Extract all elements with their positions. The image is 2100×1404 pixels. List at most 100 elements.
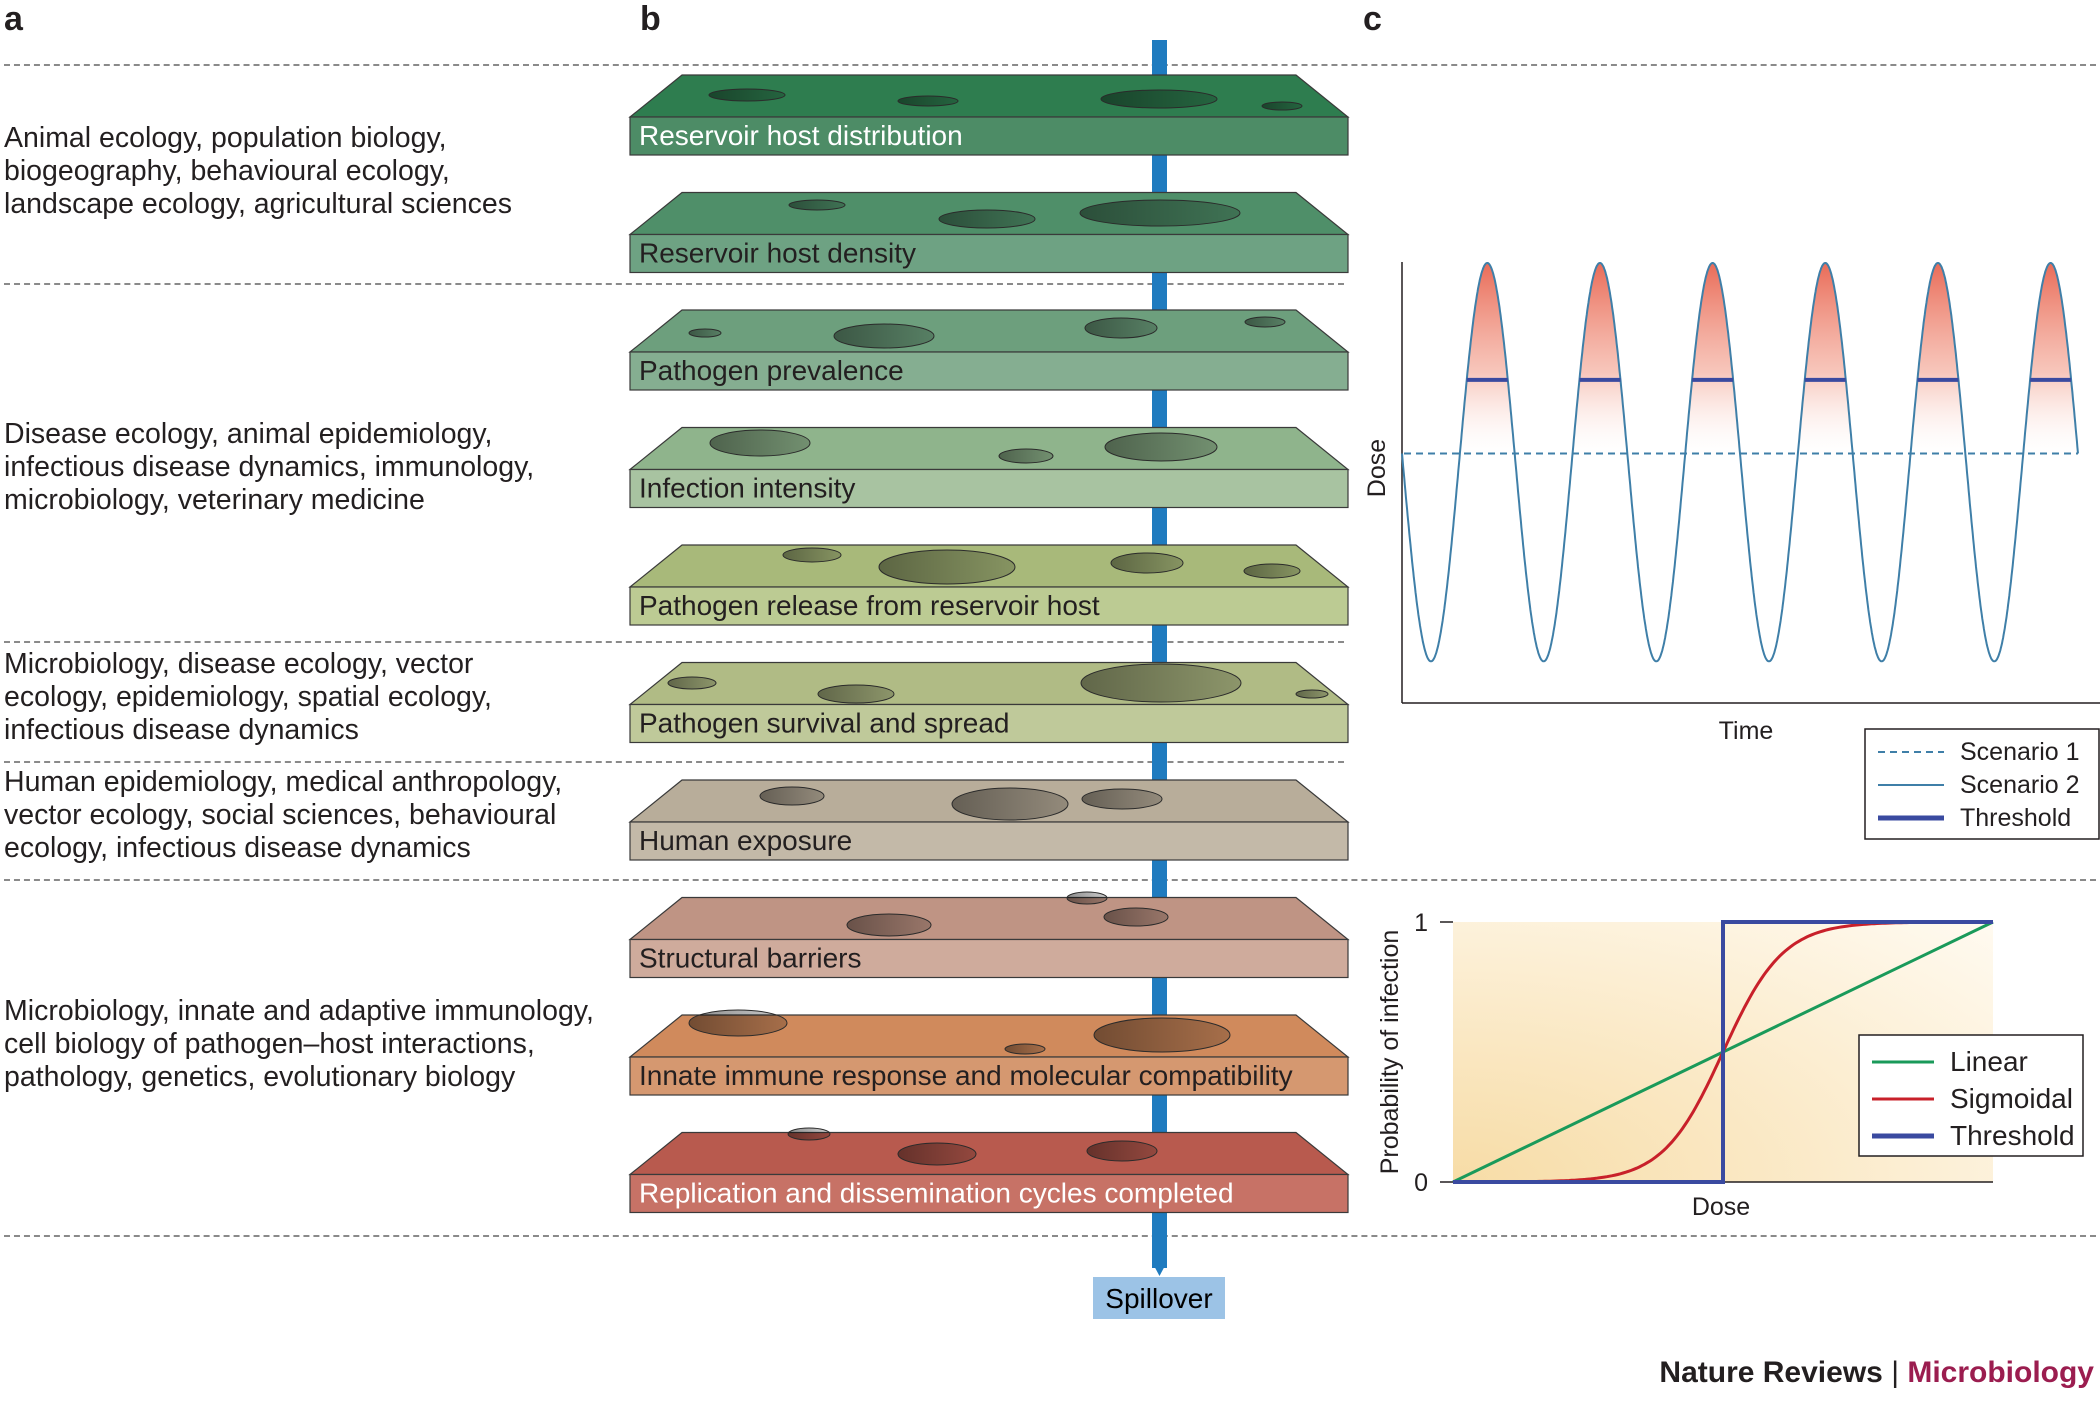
layer-top-surface xyxy=(628,896,1350,941)
y-axis-label: Probability of infection xyxy=(1376,930,1404,1175)
legend-linear: Linear xyxy=(1950,1046,2028,1077)
layer-label: Structural barriers xyxy=(639,943,862,974)
layer-label: Innate immune response and molecular com… xyxy=(639,1060,1293,1091)
spillover-label: Spillover xyxy=(1105,1283,1212,1314)
threshold-line xyxy=(1453,920,1993,1184)
infectious-peaks xyxy=(1459,263,2079,463)
layer-hole xyxy=(1261,101,1303,111)
layer-hole xyxy=(938,209,1036,229)
legend-sigmoidal: Sigmoidal xyxy=(1950,1083,2073,1114)
layer-hole xyxy=(708,88,786,102)
barrier-layers: Reservoir host distribution Reservoir hos… xyxy=(628,74,1350,1214)
panel-letter-a: a xyxy=(4,0,23,38)
layer-front-face xyxy=(629,116,1349,156)
barrier-layer-1: Reservoir host distribution xyxy=(628,74,1350,156)
layer-top-surface xyxy=(628,309,1350,353)
layer-hole xyxy=(1081,788,1163,810)
peak-shading xyxy=(1571,263,1629,463)
divider xyxy=(4,283,1344,285)
layer-hole xyxy=(833,323,935,349)
barrier-layer-7: Human exposure xyxy=(628,779,1350,861)
discipline-text-1: Animal ecology, population biology, biog… xyxy=(4,122,513,220)
divider xyxy=(4,761,1344,763)
discipline-text-2: Disease ecology, animal epidemiology, in… xyxy=(4,418,535,516)
footer-separator: | xyxy=(1891,1356,1899,1389)
layer-hole xyxy=(1103,907,1169,927)
layer-hole xyxy=(1080,663,1242,703)
layer-top-surface xyxy=(628,1131,1350,1176)
barrier-layer-3: Pathogen prevalence xyxy=(628,309,1350,391)
peak-shading xyxy=(1684,263,1741,463)
layer-label: Replication and dissemination cycles com… xyxy=(639,1178,1234,1209)
footer-brand: Nature Reviews xyxy=(1659,1356,1883,1389)
layer-front-face xyxy=(629,586,1349,626)
footer-journal: Microbiology xyxy=(1907,1356,2094,1389)
divider xyxy=(4,64,2096,66)
divider xyxy=(4,879,2096,881)
layer-hole xyxy=(788,199,846,211)
dose-time-chart: Dose Time Scenario 1 Scenario 2 Threshol… xyxy=(1363,262,2100,840)
layer-hole xyxy=(1066,891,1108,905)
dose-response-chart: 1 0 Probability of infection Dose Linear… xyxy=(1376,909,2084,1221)
legend-threshold: Threshold xyxy=(1960,804,2071,832)
legend-scenario-1: Scenario 1 xyxy=(1960,738,2080,766)
layer-hole xyxy=(1295,689,1329,699)
y-axis-label: Dose xyxy=(1363,439,1391,497)
y-tick-1: 1 xyxy=(1414,909,1428,937)
layer-hole xyxy=(1004,1043,1046,1055)
layer-hole xyxy=(1244,316,1286,328)
layer-label: Human exposure xyxy=(639,825,852,856)
legend-chart2: Linear Sigmoidal Threshold xyxy=(1858,1034,2084,1157)
barrier-layer-5: Pathogen release from reservoir host xyxy=(628,544,1350,626)
layer-front-face xyxy=(629,351,1349,391)
layer-hole xyxy=(1093,1017,1231,1053)
divider xyxy=(4,641,1344,643)
panel-letter-c: c xyxy=(1363,0,1382,38)
spillover-box: Spillover xyxy=(1093,1277,1225,1319)
peak-shading xyxy=(2022,263,2079,463)
barrier-layer-2: Reservoir host density xyxy=(628,191,1350,274)
layer-hole xyxy=(1110,552,1184,574)
peak-shading xyxy=(1909,263,1967,463)
layer-front-face xyxy=(629,468,1349,509)
legend-scenario-2: Scenario 2 xyxy=(1960,771,2080,799)
layer-front-face xyxy=(629,233,1349,274)
layer-hole xyxy=(846,913,932,937)
layer-hole xyxy=(667,676,717,690)
barrier-layer-4: Infection intensity xyxy=(628,426,1350,509)
barrier-layer-6: Pathogen survival and spread xyxy=(628,661,1350,744)
layer-hole xyxy=(709,429,811,457)
discipline-text-3: Microbiology, disease ecology, vector ec… xyxy=(4,648,492,746)
layer-label: Pathogen prevalence xyxy=(639,355,904,386)
peak-shading xyxy=(1797,263,1854,463)
layer-hole xyxy=(782,547,842,563)
discipline-text-4: Human epidemiology, medical anthropology… xyxy=(4,766,563,864)
layer-hole xyxy=(998,448,1054,464)
layer-hole xyxy=(897,95,959,107)
layer-hole xyxy=(951,787,1069,821)
layer-hole xyxy=(1100,89,1218,109)
peak-shading xyxy=(1459,263,1516,463)
panel-letter-b: b xyxy=(640,0,661,38)
layer-hole xyxy=(878,549,1016,585)
divider xyxy=(4,1235,2096,1237)
y-tick-0: 0 xyxy=(1414,1169,1428,1197)
layer-hole xyxy=(1243,563,1301,579)
layer-front-face xyxy=(629,938,1349,979)
layer-hole xyxy=(688,328,722,338)
legend-chart1: Scenario 1 Scenario 2 Threshold xyxy=(1864,728,2100,840)
layer-hole xyxy=(1104,432,1218,462)
barrier-layer-10: Replication and dissemination cycles com… xyxy=(628,1127,1350,1214)
layer-front-face xyxy=(629,1173,1349,1214)
layer-label: Infection intensity xyxy=(639,473,855,504)
layer-front-face xyxy=(629,1056,1349,1096)
layer-hole xyxy=(787,1127,831,1141)
layer-front-face xyxy=(629,703,1349,744)
layer-hole xyxy=(1086,1140,1158,1162)
layer-hole xyxy=(688,1009,788,1037)
journal-footer: Nature Reviews | Microbiology xyxy=(1659,1356,2094,1390)
layer-front-face xyxy=(629,821,1349,861)
layer-hole xyxy=(1079,199,1241,227)
layer-hole xyxy=(817,684,895,704)
